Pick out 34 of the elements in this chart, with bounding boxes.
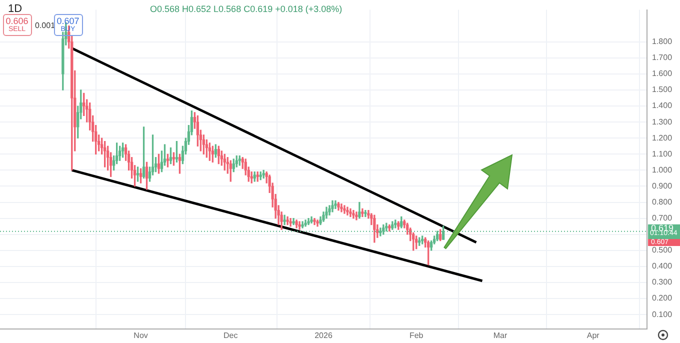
y-tick-label: 1.700 bbox=[652, 53, 673, 62]
candlestick bbox=[301, 221, 304, 228]
y-tick-label: 1.100 bbox=[652, 149, 673, 158]
chart-title: 1D bbox=[8, 3, 22, 16]
annotation: 0.607 bbox=[56, 16, 80, 26]
candlestick bbox=[346, 206, 349, 216]
x-tick-label: Nov bbox=[134, 331, 148, 340]
y-tick-label: 1.800 bbox=[652, 37, 673, 46]
y-tick-label: 0.100 bbox=[652, 310, 673, 319]
annotation: O0.568 H0.652 L0.568 C0.619 +0.018 (+3.08%) bbox=[150, 4, 342, 14]
x-tick-label: Apr bbox=[586, 331, 600, 340]
candlestick bbox=[343, 205, 346, 214]
candlestick bbox=[355, 212, 358, 220]
y-tick-label: 0.700 bbox=[652, 214, 673, 223]
x-tick-label: Feb bbox=[409, 331, 424, 340]
y-tick-label: 1.300 bbox=[652, 117, 673, 126]
y-tick-label: 0.400 bbox=[652, 262, 673, 271]
x-tick-label: 2026 bbox=[314, 331, 333, 340]
y-tick-label: 0.800 bbox=[652, 197, 673, 206]
y-tick-label: 1.000 bbox=[652, 165, 673, 174]
x-tick-label: Dec bbox=[224, 331, 238, 340]
y-tick-label: 1.600 bbox=[652, 69, 673, 78]
x-tick-label: Mar bbox=[493, 331, 508, 340]
y-tick-label: 1.500 bbox=[652, 85, 673, 94]
annotation: 0.606 bbox=[4, 16, 30, 26]
candlestick bbox=[298, 221, 301, 230]
y-tick-label: 1.400 bbox=[652, 101, 673, 110]
y-tick-label: 0.300 bbox=[652, 278, 673, 287]
annotation: 0.001 bbox=[35, 21, 56, 31]
candlestick bbox=[340, 204, 343, 212]
y-tick-label: 0.500 bbox=[652, 246, 673, 255]
y-tick-label: 1.200 bbox=[652, 133, 673, 142]
y-tick-label: 0.900 bbox=[652, 181, 673, 190]
y-tick-label: 0.200 bbox=[652, 294, 673, 303]
